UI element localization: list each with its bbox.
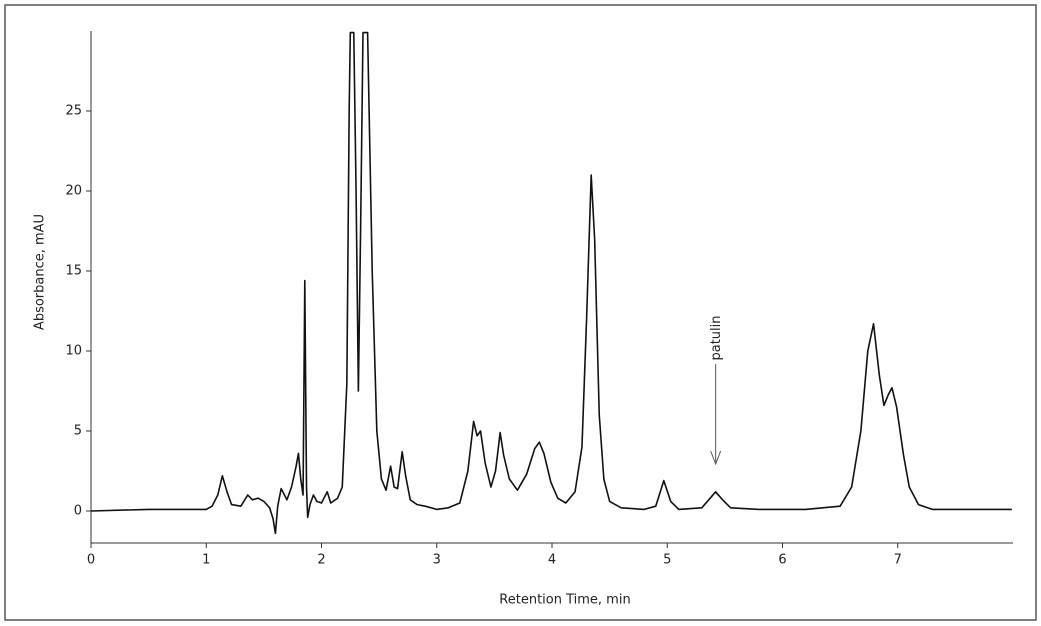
y-axis-label: Absorbance, mAU (33, 214, 48, 330)
trace (90, 31, 1012, 535)
y-tick-label: 0 (74, 504, 82, 519)
x-tick-label: 5 (663, 553, 671, 568)
annotation-arrowhead (710, 450, 722, 466)
frame (4, 4, 1037, 621)
x-tick-label: 7 (894, 553, 902, 568)
x-axis-label: Retention Time, min (499, 593, 630, 608)
y-tick-label: 10 (65, 344, 82, 359)
y-tick-label: 15 (65, 264, 82, 279)
x-tick-label: 1 (202, 553, 210, 568)
x-tick-label: 4 (548, 553, 556, 568)
y-tick-label: 20 (65, 184, 82, 199)
x-tick-label: 0 (87, 553, 95, 568)
y-tick-label: 5 (74, 424, 82, 439)
x-tick-label: 6 (778, 553, 786, 568)
x-tick-label: 3 (433, 553, 441, 568)
y-tick-label: 25 (65, 104, 82, 119)
annotation-label: patulin (709, 315, 724, 360)
x-tick-label: 2 (317, 553, 325, 568)
